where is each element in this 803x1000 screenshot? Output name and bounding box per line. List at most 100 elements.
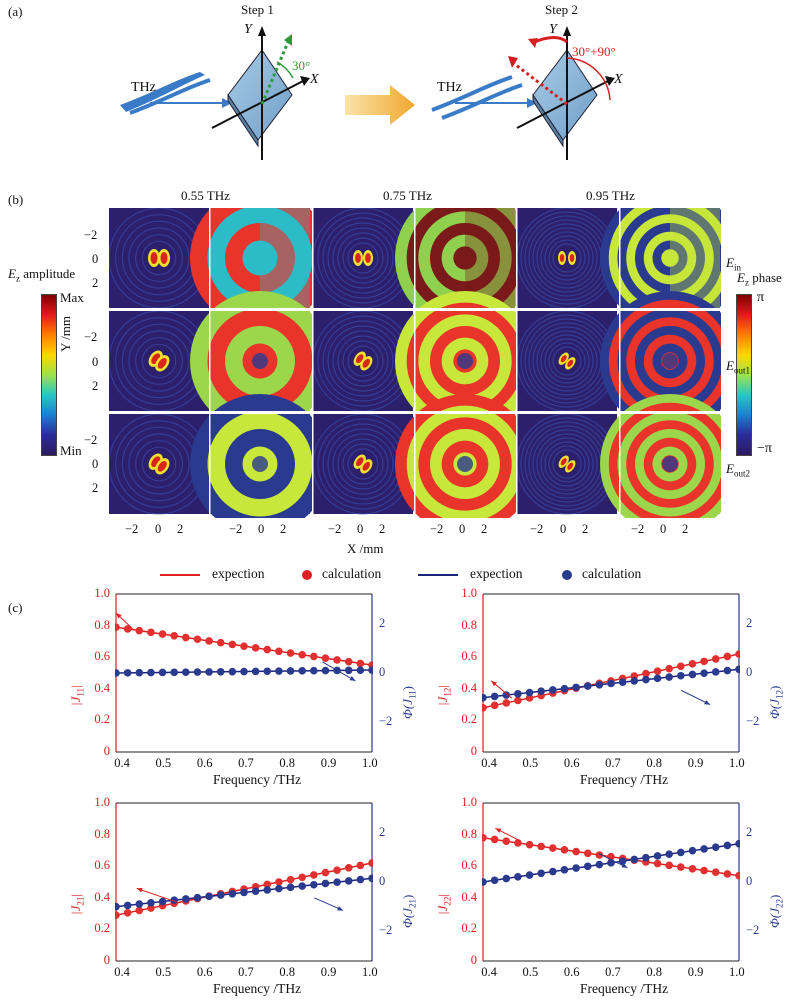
phase-calculation-point (321, 879, 330, 888)
freq-label-3: 0.95 THz (586, 188, 635, 203)
amplitude-calculation-point (356, 861, 365, 870)
left-tick-label: 0.6 (94, 858, 110, 873)
amplitude-calculation-point (677, 863, 685, 871)
plot-area (115, 802, 373, 962)
xtick: 2 (379, 522, 386, 536)
xtick: −2 (530, 522, 544, 536)
x-tick-label: 1.0 (729, 965, 745, 979)
y-mm-label: Y /mm (58, 316, 73, 352)
amplitude-calculation-point (310, 652, 318, 661)
amplitude-calculation-point (700, 657, 708, 666)
panel-a-label: (a) (8, 4, 23, 19)
legend-dot-red-icon (302, 570, 312, 580)
ytick: 2 (92, 379, 99, 393)
amplitude-colorbar (41, 294, 57, 456)
amplitude-calculation-point (321, 654, 330, 663)
amplitude-ring (544, 235, 590, 281)
phase-calculation-point (607, 679, 615, 688)
left-tick-label: 0.6 (461, 649, 477, 664)
left-tick-label: 1.0 (94, 795, 110, 809)
phase-calculation-point (333, 878, 341, 886)
amplitude-calculation-point (310, 871, 318, 879)
amplitude-calculation-point (251, 644, 260, 652)
phase-calculation-point (700, 845, 708, 853)
ytick: 0 (92, 457, 99, 471)
left-tick-label: 0.4 (461, 889, 477, 904)
y-axis-label-1: Y (244, 22, 252, 37)
phase-calculation-point (193, 893, 202, 902)
phase-calculation-point (653, 852, 662, 860)
amplitude-ring (135, 440, 183, 488)
amplitude-calculation-point (514, 696, 522, 705)
xtick: −2 (631, 522, 645, 536)
annotation-arrowhead (704, 700, 711, 705)
x-mm-label: X /mm (347, 541, 384, 556)
amplitude-calculation-point (711, 655, 720, 663)
row-label-eout1: Eout1 (726, 358, 750, 376)
left-axis-title: |J21| (68, 894, 86, 915)
phase-calculation-point (583, 682, 592, 690)
xtick: 0 (660, 522, 667, 536)
xtick: −2 (430, 522, 444, 536)
xtick: −2 (229, 522, 243, 536)
phase-ring (661, 249, 679, 267)
left-axis-title: |J12| (435, 685, 453, 706)
amplitude-calculation-point (665, 861, 673, 870)
amplitude-calculation-point (147, 904, 155, 912)
x-axis-label-2: X (614, 72, 623, 87)
x-axis-title: Frequency /THz (213, 772, 302, 787)
amplitude-ring (141, 446, 177, 482)
step1-title: Step 1 (241, 2, 274, 17)
legend-dot-blue-icon (562, 570, 572, 580)
phase-calculation-point (193, 668, 202, 676)
amplitude-calculation-point (333, 656, 341, 664)
right-tick-label: 0 (746, 665, 753, 679)
amplitude-calculation-point (205, 637, 213, 645)
right-tick-label: −2 (746, 714, 760, 729)
annotation-arrowhead (116, 612, 122, 619)
amplitude-ring (540, 334, 594, 388)
amplitude-calculation-point (344, 657, 353, 666)
amplitude-ring (548, 342, 586, 380)
x-tick-label: 0.8 (646, 965, 663, 979)
annotation-arrowhead (136, 887, 143, 893)
amplitude-calculation-point (321, 868, 330, 877)
left-tick-label: 0 (103, 744, 110, 758)
right-tick-label: −2 (746, 923, 760, 938)
phase-calculation-point (618, 678, 627, 687)
left-tick-label: 0.8 (94, 617, 110, 632)
phase-calculation-point (572, 864, 580, 872)
phase-calculation-point (514, 872, 522, 881)
phase-calculation-point (677, 848, 685, 857)
plot-area (482, 802, 740, 962)
xtick: 0 (459, 522, 466, 536)
amplitude-ring (536, 330, 598, 392)
x-tick-label: 0.8 (279, 965, 296, 979)
phase-calculation-point (653, 674, 662, 683)
phase-ring (453, 246, 477, 270)
amplitude-calculation-point (147, 628, 155, 637)
x-tick-label: 0.4 (114, 756, 130, 770)
xtick: 2 (582, 522, 589, 536)
cell-separator (619, 208, 621, 518)
phase-calculation-point (482, 878, 487, 886)
xtick: 2 (682, 522, 689, 536)
x-axis-title: Frequency /THz (580, 772, 669, 787)
amplitude-calculation-point (572, 847, 580, 856)
amplitude-calculation-point (182, 633, 190, 642)
amplitude-calculation-point (115, 623, 120, 631)
angle-label-1: 30° (292, 58, 311, 73)
phase-colorbar-min: −π (757, 441, 772, 456)
phase-calculation-point (630, 677, 639, 685)
left-axis-title: |J22| (435, 894, 453, 915)
x-tick-label: 0.6 (563, 756, 580, 770)
amplitude-calculation-point (665, 664, 673, 673)
phase-calculation-point (502, 691, 511, 699)
xtick: 2 (280, 522, 287, 536)
right-tick-label: 2 (379, 824, 386, 839)
phase-calculation-point (298, 667, 306, 675)
left-tick-label: 1.0 (94, 586, 110, 600)
x-tick-label: 0.9 (320, 965, 337, 979)
x-tick-label: 0.4 (481, 965, 497, 979)
phase-calculation-point (549, 867, 557, 876)
